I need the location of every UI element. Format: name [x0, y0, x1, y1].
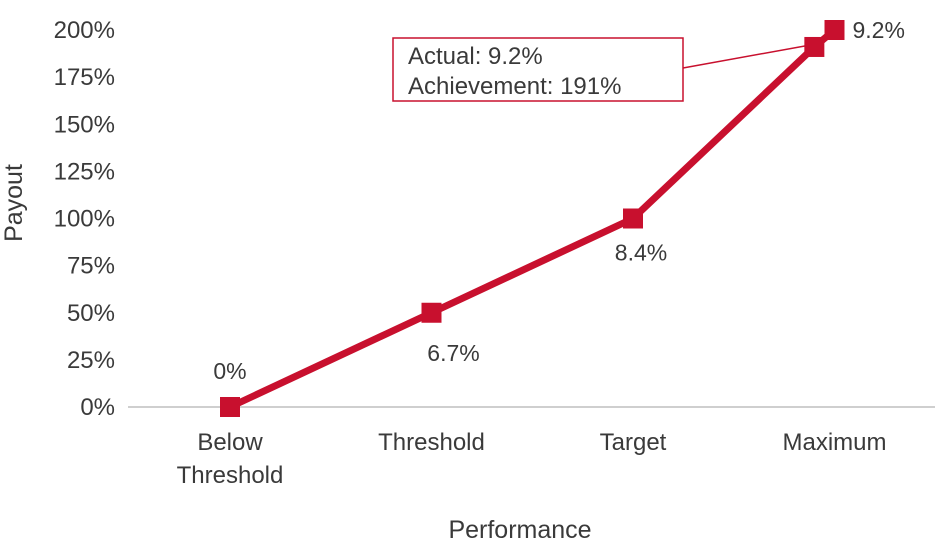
callout-leader-line [682, 44, 811, 69]
y-tick-label: 0% [80, 394, 115, 421]
data-point-marker [220, 397, 240, 417]
callout-text: Actual: 9.2% [408, 43, 543, 70]
y-tick-label: 150% [54, 111, 115, 138]
y-tick-label: 75% [67, 253, 115, 280]
y-tick-label: 50% [67, 300, 115, 327]
data-label: 6.7% [427, 340, 479, 366]
callout-layer: Actual: 9.2% Achievement: 191% [392, 37, 811, 102]
y-axis-title: Payout [0, 164, 28, 242]
callout-text: Achievement: 191% [408, 73, 621, 100]
actual-point-marker [804, 36, 825, 57]
y-tick-label: 125% [54, 158, 115, 185]
y-tick-label: 25% [67, 347, 115, 374]
x-axis-ticks: Below Threshold Threshold Target Maximum [177, 429, 887, 489]
x-tick-label: Target [600, 429, 667, 456]
x-axis-title: Performance [448, 516, 591, 544]
series-layer: 0% 6.7% 8.4% 9.2% [213, 17, 905, 417]
data-label: 9.2% [853, 17, 905, 43]
y-tick-label: 175% [54, 64, 115, 91]
data-label: 0% [213, 358, 246, 384]
y-axis-ticks: 0% 25% 50% 75% 100% 125% 150% 175% 200% [54, 17, 115, 421]
x-tick-label: Maximum [782, 429, 886, 456]
data-point-marker [421, 302, 442, 323]
y-tick-label: 100% [54, 206, 115, 233]
data-label: 8.4% [615, 240, 667, 266]
x-tick-label: Threshold [378, 429, 485, 456]
callout-box [392, 37, 684, 102]
x-tick-label: Below Threshold [177, 429, 284, 489]
data-point-marker [824, 20, 845, 40]
y-tick-label: 200% [54, 17, 115, 44]
data-point-marker [623, 208, 643, 229]
